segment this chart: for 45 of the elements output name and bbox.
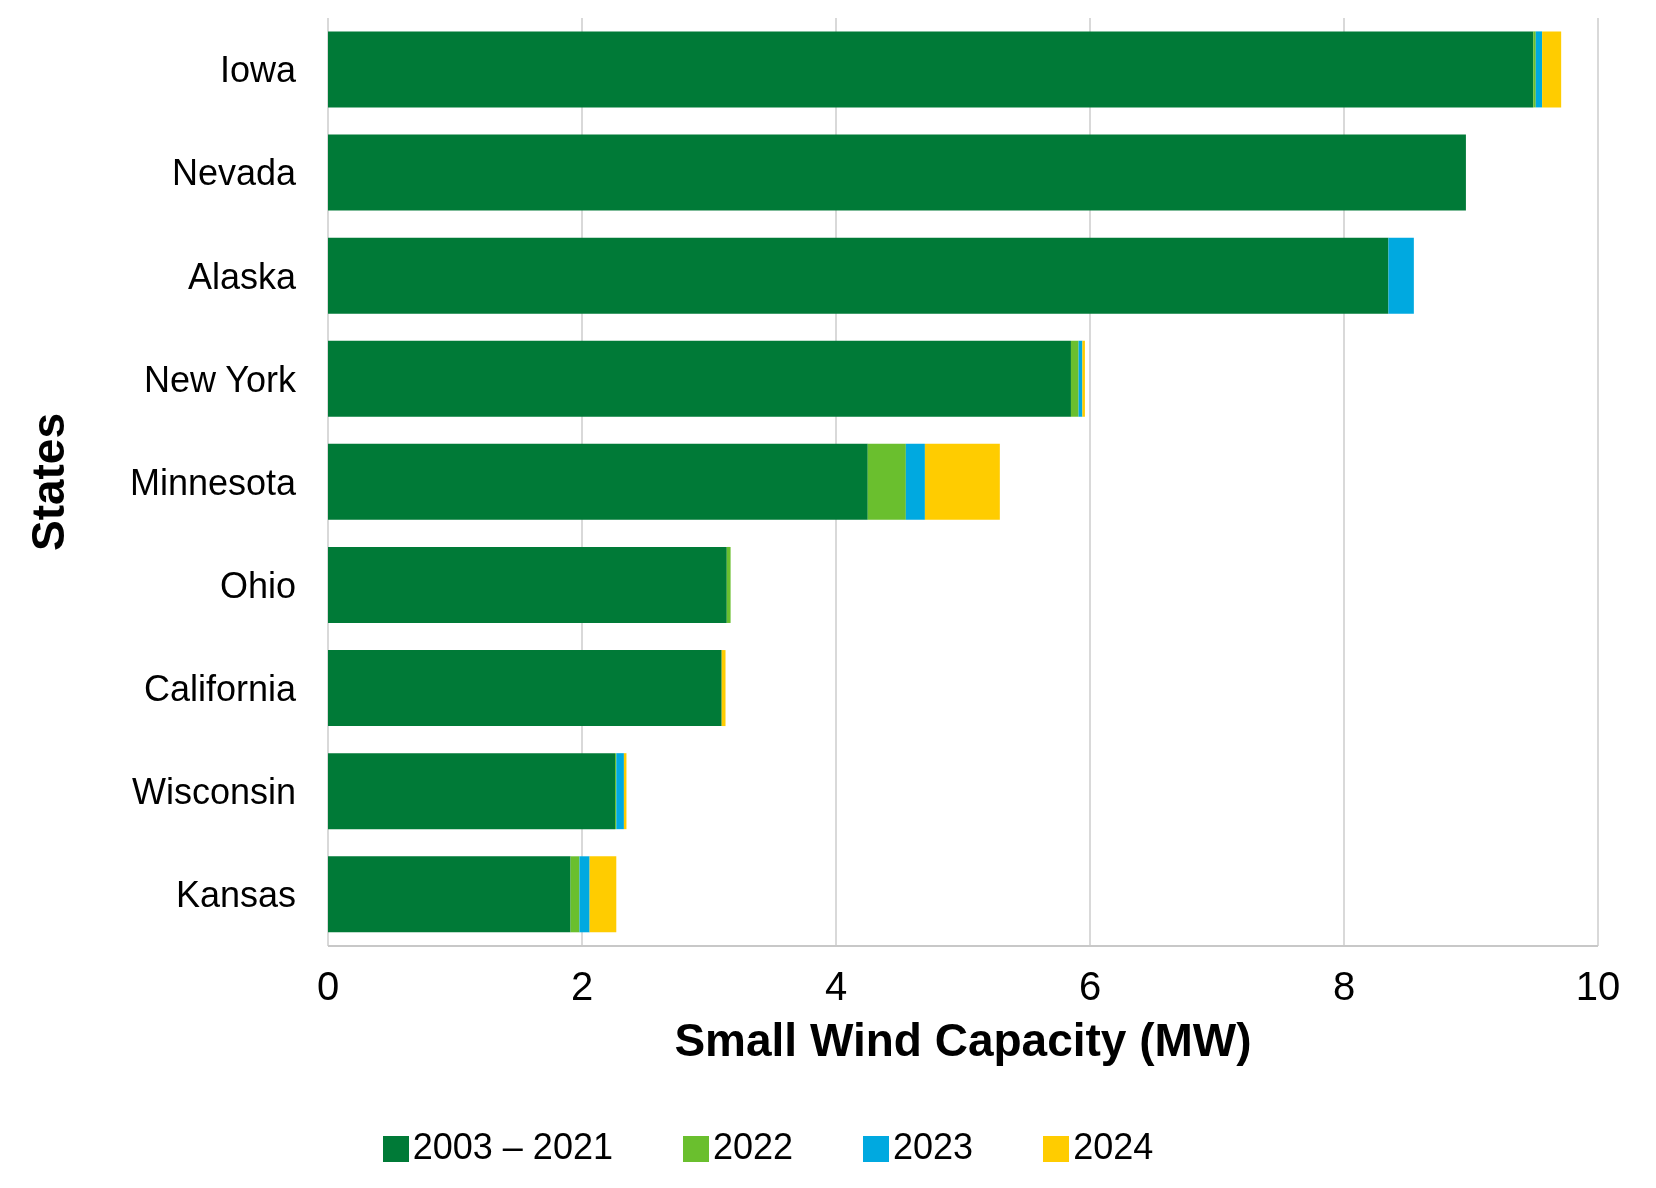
bar [1542, 31, 1562, 108]
bar [721, 650, 726, 727]
bar [579, 856, 590, 933]
legend-label: 2023 [893, 1126, 974, 1167]
bar [328, 650, 722, 727]
legend-label: 2024 [1073, 1126, 1154, 1167]
y-tick-label: California [143, 668, 297, 709]
y-tick-label: Iowa [219, 49, 297, 91]
bar [328, 134, 1466, 211]
bar [328, 856, 571, 933]
bar [570, 856, 580, 933]
bar [328, 443, 868, 520]
legend-label: 2003 – 2021 [412, 1126, 613, 1167]
y-tick-label: Kansas [175, 874, 296, 916]
y-tick-label: Wisconsin [131, 771, 296, 813]
x-tick-label: 2 [570, 964, 594, 1009]
bar [867, 443, 906, 520]
bar [328, 546, 727, 623]
bar [328, 340, 1071, 417]
y-tick-label: Alaska [187, 255, 297, 297]
bar [616, 753, 624, 830]
bar [589, 856, 617, 933]
bar [1533, 31, 1536, 108]
bar [1082, 340, 1085, 417]
x-tick-label: 6 [1078, 964, 1102, 1009]
x-axis-title: Small Wind Capacity (MW) [674, 1014, 1252, 1066]
y-axis-title: States [22, 412, 75, 552]
bar [328, 753, 616, 830]
y-tick-label: Nevada [171, 152, 297, 194]
y-tick-label: New York [143, 358, 297, 400]
x-tick-label: 0 [316, 964, 340, 1009]
bar [328, 31, 1534, 108]
legend-label: 2022 [712, 1126, 794, 1167]
bar [328, 237, 1389, 314]
bar [1070, 340, 1079, 417]
y-tick-label: Ohio [219, 564, 296, 606]
bar [1535, 31, 1543, 108]
bar [1388, 237, 1414, 314]
bar [726, 546, 731, 623]
x-tick-label: 8 [1332, 964, 1356, 1009]
x-tick-label: 10 [1575, 964, 1621, 1009]
y-tick-label: Minnesota [129, 461, 297, 503]
x-tick-label: 4 [824, 964, 848, 1009]
bar [924, 443, 1000, 520]
bar [905, 443, 925, 520]
